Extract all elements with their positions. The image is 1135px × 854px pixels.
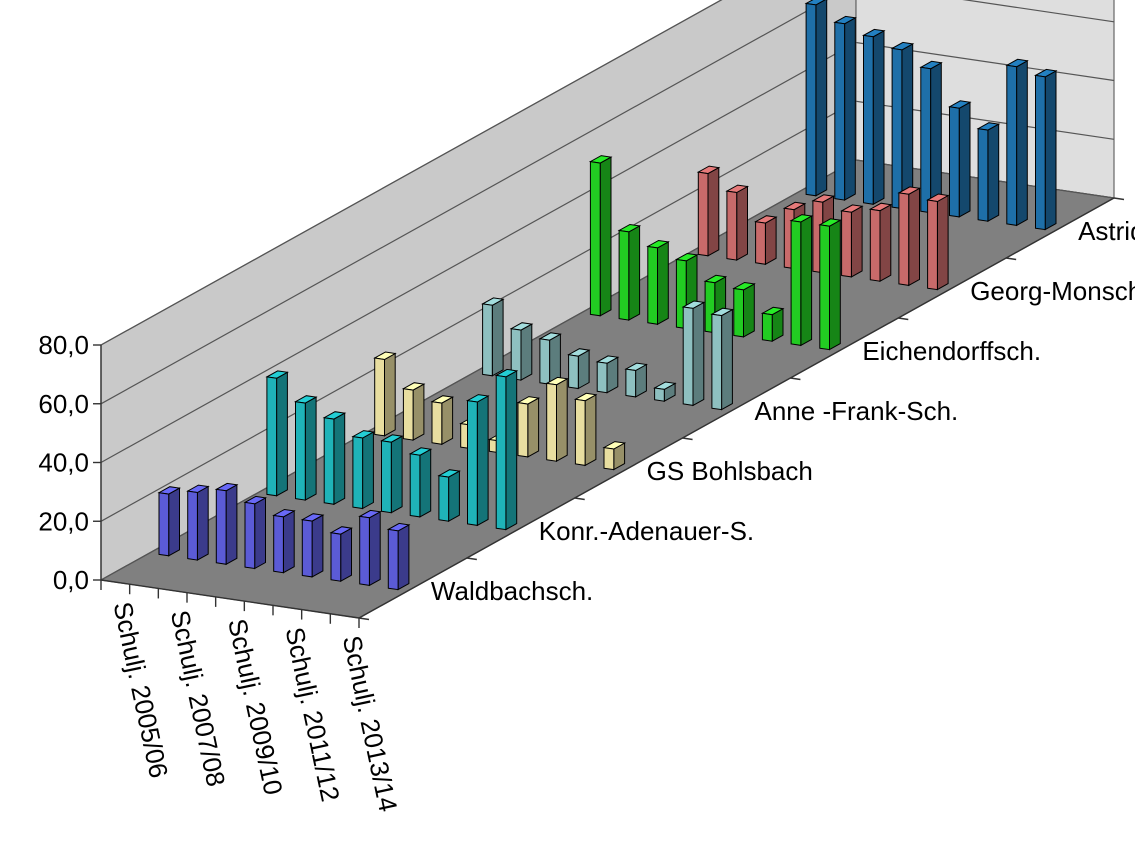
bar	[976, 122, 1001, 223]
series-tick-mark	[1006, 257, 1017, 261]
series-axis-line	[358, 197, 1115, 619]
bar	[516, 396, 541, 458]
bar	[595, 355, 620, 394]
series-label: Astrid-Lindgren-S.	[1078, 216, 1135, 246]
y-tick-label: 40,0	[38, 448, 89, 478]
bar	[868, 202, 893, 283]
series-label: Waldbachsch.	[431, 576, 593, 606]
bar	[373, 351, 397, 437]
bar	[379, 434, 404, 514]
bar	[653, 381, 677, 403]
bar	[789, 214, 814, 347]
bar	[818, 218, 842, 351]
gridline	[100, 41, 1115, 464]
bar	[157, 486, 182, 557]
series-tick-mark	[790, 377, 801, 381]
bar	[919, 60, 943, 214]
category-label: Schulj. 2013/14	[337, 633, 404, 815]
gridline	[100, 100, 1115, 522]
series-label: Georg-Monsch-S.	[970, 276, 1135, 306]
bar	[926, 193, 950, 291]
bar	[329, 526, 354, 583]
series-tick-mark	[466, 557, 477, 561]
bar	[696, 165, 721, 257]
series-tick-mark	[574, 497, 585, 501]
bar	[861, 28, 886, 206]
bar	[833, 15, 857, 201]
bar	[588, 155, 613, 317]
bar	[947, 100, 972, 218]
bar	[401, 382, 426, 441]
bar	[465, 394, 490, 527]
gridline	[100, 0, 723, 346]
category-label: Schulj. 2005/06	[107, 599, 174, 781]
category-label: Schulj. 2011/12	[279, 624, 345, 804]
bar	[430, 395, 455, 446]
series-label: GS Bohlsbach	[647, 456, 813, 486]
bar	[732, 281, 756, 338]
bar	[408, 447, 433, 518]
y-tick-label: 80,0	[38, 330, 89, 360]
series-tick-mark	[682, 437, 693, 441]
bar	[646, 239, 670, 326]
bar	[386, 522, 411, 591]
bar	[481, 297, 505, 377]
bar	[725, 184, 750, 261]
gridline	[100, 0, 1115, 405]
bar	[760, 306, 785, 343]
axes	[93, 197, 1125, 628]
bar	[840, 204, 864, 278]
bar	[617, 223, 642, 321]
category-label: Schulj. 2007/08	[165, 608, 232, 790]
bar	[1005, 58, 1029, 227]
bar	[890, 41, 915, 210]
y-tick-label: 20,0	[38, 506, 89, 536]
bar	[509, 322, 534, 381]
bar	[351, 430, 375, 510]
bar	[602, 441, 627, 471]
bar	[293, 395, 318, 501]
bar	[897, 186, 922, 287]
bar	[567, 348, 591, 390]
series-tick-mark	[898, 317, 909, 321]
series-label: Konr.-Adenauer-S.	[539, 516, 754, 546]
bar	[186, 484, 210, 561]
bars	[157, 0, 1058, 591]
series-label: Eichendorffsch.	[862, 336, 1041, 366]
category-label: Schulj. 2009/10	[222, 616, 289, 798]
bar	[214, 482, 239, 566]
bar	[494, 368, 519, 531]
bar	[624, 362, 648, 398]
bar	[322, 411, 347, 506]
bar	[1033, 68, 1058, 231]
bar	[710, 307, 734, 411]
y-tick-label: 60,0	[38, 389, 89, 419]
series-label: Anne -Frank-Sch.	[755, 396, 959, 426]
bar	[300, 513, 325, 578]
bar	[265, 370, 289, 497]
series-tick-mark	[1113, 197, 1125, 201]
bar	[681, 300, 706, 407]
bar	[754, 215, 778, 266]
bar	[804, 0, 828, 197]
bar	[538, 332, 562, 386]
bar	[243, 495, 268, 570]
bar	[272, 508, 296, 574]
bar	[545, 376, 569, 463]
y-tick-label: 0,0	[53, 565, 89, 595]
x-axis-line	[100, 579, 360, 619]
bar	[573, 392, 598, 467]
bar	[437, 469, 461, 523]
bar	[358, 509, 382, 587]
series-tick-mark	[358, 617, 370, 621]
